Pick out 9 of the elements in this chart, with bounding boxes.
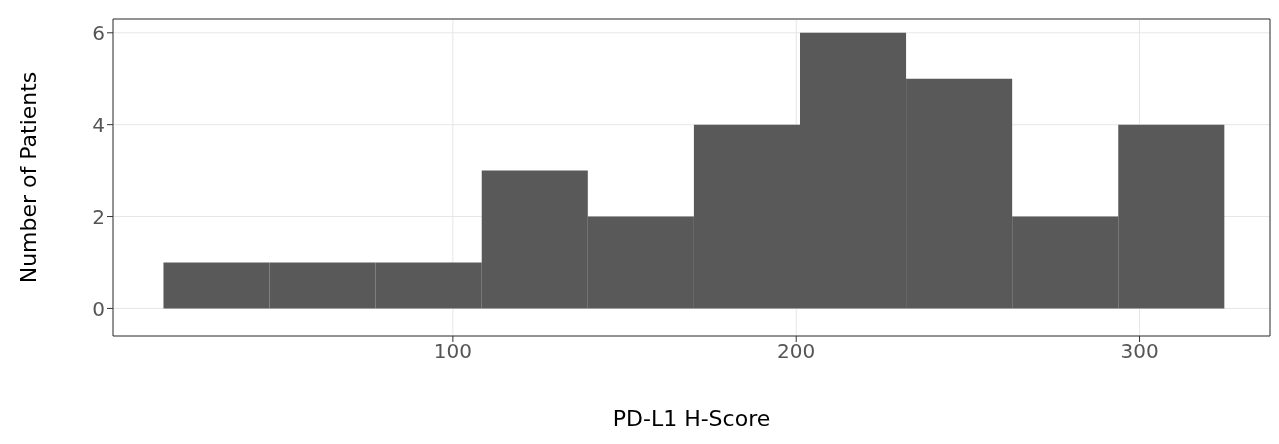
y-tick-label: 6 xyxy=(92,20,105,45)
y-axis-title: Number of Patients xyxy=(15,71,41,284)
x-tick-label: 300 xyxy=(1120,339,1159,364)
x-tick-label: 100 xyxy=(433,339,472,364)
y-tick-label: 0 xyxy=(92,296,105,321)
y-tick-label: 2 xyxy=(92,204,105,229)
x-tick-label: 200 xyxy=(777,339,816,364)
y-tick-label: 4 xyxy=(92,112,105,137)
x-axis-title: PD-L1 H-Score xyxy=(612,406,771,431)
